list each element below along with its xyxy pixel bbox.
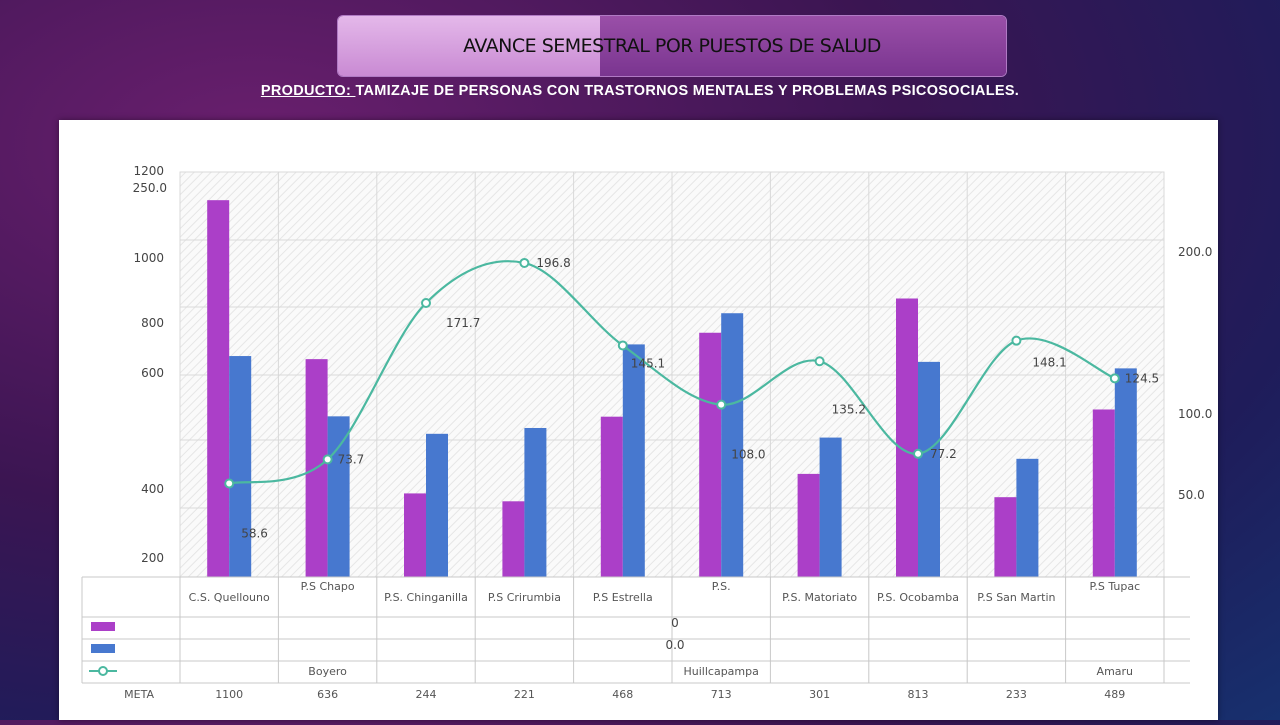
bar-avance-9 [1114,368,1137,577]
meta-row-value-2: 244 [416,688,437,701]
line-point-4 [617,340,628,351]
line-label-9: 124.5 [1125,371,1159,385]
bar-avance-8 [1016,458,1039,577]
left-tick-800: 800 [141,316,164,330]
line-point-3 [519,257,530,268]
title-banner-right [600,16,1006,76]
bar-meta-8 [994,497,1017,577]
line-label-8: 148.1 [1032,356,1066,370]
bar-avance-6 [819,437,842,577]
category-label-5: P.S. [712,580,731,593]
subtitle-prefix: PRODUCTO: [260,83,356,99]
meta-row-value-0: 1100 [215,688,243,701]
left-tick-200: 200 [141,551,164,565]
line-label-7: 77.2 [930,447,957,461]
category-label2-9: Amaru [1097,665,1133,678]
meta-row-value-6: 301 [809,688,830,701]
legend-meta-swatch [91,622,115,631]
bar-meta-0 [207,200,230,577]
bar-meta-3 [502,501,525,577]
line-point-8 [1011,335,1022,346]
left-tick-400: 400 [141,482,164,496]
line-point-0 [224,478,235,489]
bar-avance-7 [918,361,940,577]
line-label-4: 145.1 [631,356,665,370]
subtitle-text: TAMIZAJE DE PERSONAS CON TRASTORNOS MENT… [355,83,1020,99]
category-label-4: P.S Estrella [593,591,653,604]
category-label-9: P.S Tupac [1089,580,1140,593]
category-label-7: P.S. Ocobamba [877,591,959,604]
left-tick-1200: 1200 [133,164,164,178]
bar-meta-5 [699,332,722,577]
bar-meta-7 [896,298,918,577]
line-point-1 [322,454,333,465]
meta-row-value-1: 636 [317,688,338,701]
left-tick-600: 600 [141,366,164,380]
meta-row-value-8: 233 [1006,688,1027,701]
bar-avance-4 [622,344,645,577]
line-data-labels: 58.6 73.7 171.7 196.8 145.1 108.0 135.2 77.2 148… [241,256,1159,541]
legend-line-point [98,666,108,676]
line-point-9 [1109,373,1120,384]
meta-row-value-5: 713 [711,688,732,701]
left-tick-1000: 1000 [133,251,164,265]
left-axis: 1200 1000 800 600 400 200 250.0 [133,164,167,565]
meta-row-value-3: 221 [514,688,535,701]
bar-meta-6 [797,473,820,577]
bar-meta-9 [1092,409,1115,577]
meta-row-label: META [124,688,154,701]
category-label2-1: Boyero [308,665,347,678]
category-label-0: C.S. Quellouno [189,591,270,604]
bar-avance-1 [327,416,350,577]
bar-avance-3 [524,427,547,577]
category-label-3: P.S Crirumbia [488,591,561,604]
line-label-0: 58.6 [241,526,268,540]
data-table: C.S. Quellouno P.S Chapo Boyero P.S. Chinga… [81,576,1190,701]
category-label-8: P.S San Martin [977,591,1055,604]
category-label-2: P.S. Chinganilla [384,591,468,604]
title-banner-left [338,16,600,76]
bar-avance-0 [229,356,252,577]
table-row2-value: 0 [671,616,679,630]
line-point-7 [913,448,923,459]
legend-avance-swatch [91,644,115,653]
line-label-6: 135.2 [832,402,866,416]
left-tick-250: 250.0 [133,181,167,195]
meta-row-value-7: 813 [908,688,929,701]
bar-meta-4 [600,416,623,577]
bar-meta-2 [404,493,426,577]
line-label-3: 196.8 [536,256,570,270]
table-row3-value: 0.0 [665,638,684,652]
meta-row-value-4: 468 [612,688,633,701]
right-tick-100: 100.0 [1178,407,1212,421]
line-label-2: 171.7 [446,316,480,330]
right-axis: 200.0 100.0 50.0 [1178,245,1212,502]
line-points [224,257,1120,489]
category-label2-5: Huillcapampa [684,665,759,678]
line-label-5: 108.0 [731,448,765,462]
chart-panel: 1200 1000 800 600 400 200 250.0 200.0 10… [59,120,1218,720]
line-label-1: 73.7 [338,452,365,466]
right-tick-50: 50.0 [1178,488,1205,502]
line-series-path [228,260,1116,485]
bar-avance-5 [721,313,744,577]
line-point-2 [421,298,431,309]
bar-avance-2 [426,433,448,577]
right-tick-200: 200.0 [1178,245,1212,259]
page-title: AVANCE SEMESTRAL POR PUESTOS DE SALUD [463,35,881,57]
chart-svg: 1200 1000 800 600 400 200 250.0 200.0 10… [81,164,1212,701]
line-point-5 [716,399,727,410]
category-label-1: P.S Chapo [301,580,355,593]
category-label-6: P.S. Matoriato [782,591,857,604]
meta-row-value-9: 489 [1104,688,1125,701]
title-banner: AVANCE SEMESTRAL POR PUESTOS DE SALUD [337,15,1007,77]
subtitle: PRODUCTO: TAMIZAJE DE PERSONAS CON TRAST… [0,83,1280,99]
line-point-6 [814,356,825,367]
